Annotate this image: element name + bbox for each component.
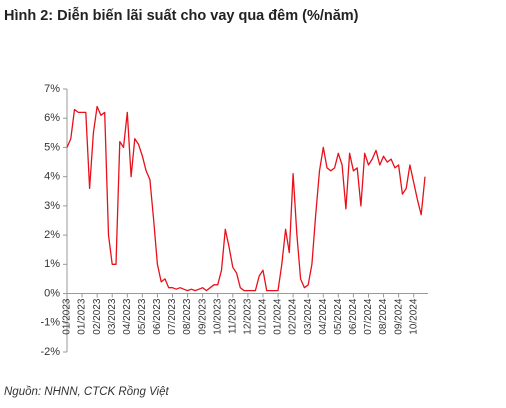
x-tick-label: 11/2023 [227,298,238,334]
y-tick-label: 5% [44,141,60,153]
source-note: Nguồn: NHNN, CTCK Rồng Việt [4,386,169,398]
x-tick-label: 07/2023 [167,298,178,335]
x-tick-label: 05/2024 [333,298,344,335]
chart-title: Hình 2: Diễn biến lãi suất cho vay qua đ… [4,7,359,24]
x-tick-label: 01/2023 [62,298,73,335]
x-tick-label: 06/2024 [348,298,359,335]
y-tick-label: 2% [44,229,60,241]
y-tick-label: 0% [44,287,60,299]
y-tick-label: 6% [44,112,60,124]
x-tick-label: 10/2024 [408,298,419,335]
x-tick-label: 12/2023 [243,298,254,335]
x-tick-label: 05/2023 [137,298,148,335]
y-tick-label: 7% [44,83,60,95]
x-tick-label: 03/2024 [303,298,314,335]
y-tick-label: -2% [40,346,60,358]
x-tick-label: 04/2024 [318,298,329,335]
x-tick-label: 01/2023 [77,298,88,335]
y-tick-label: 1% [44,258,60,270]
x-tick-label: 06/2023 [152,298,163,335]
x-tick-label: 08/2024 [378,298,389,335]
x-tick-label: 08/2023 [182,298,193,335]
y-tick-label: 4% [44,171,60,183]
x-tick-label: 04/2023 [122,298,133,335]
x-tick-label: 02/2024 [288,298,299,335]
line-series [66,105,426,292]
x-tick-label: 10/2023 [212,298,223,335]
y-tick-label: -1% [40,317,60,329]
x-tick-label: 03/2023 [107,298,118,335]
x-tick-label: 07/2024 [363,298,374,335]
x-tick-label: 09/2024 [393,298,404,335]
x-tick-label: 09/2023 [197,298,208,335]
x-tick-label: 02/2023 [92,298,103,335]
x-tick-label: 01/2024 [273,298,284,335]
y-tick-label: 3% [44,200,60,212]
x-tick-label: 01/2024 [258,298,269,335]
